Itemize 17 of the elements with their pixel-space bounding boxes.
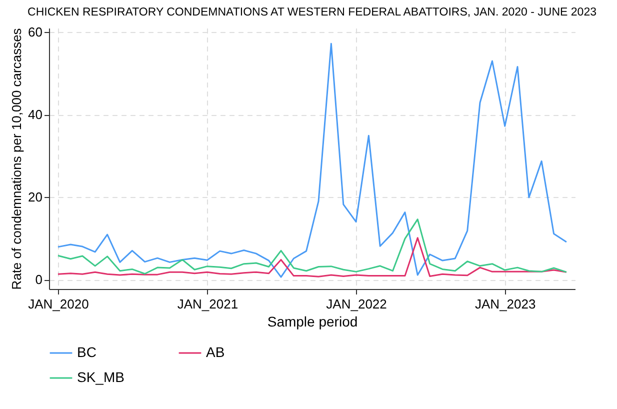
x-tick-label: JAN_2023 <box>475 296 536 312</box>
line-series <box>57 42 568 278</box>
line-series <box>57 218 568 274</box>
legend-label: SK_MB <box>77 369 124 385</box>
chart-title: CHICKEN RESPIRATORY CONDEMNATIONS AT WESTERN FEDERAL ABATTOIRS, JAN. 2020 - JUNE 2023 <box>28 6 596 19</box>
y-tick-label: 60 <box>28 24 42 40</box>
x-axis-title: Sample period <box>267 314 358 330</box>
y-axis-title: Rate of condemnations per 10,000 carcasses <box>9 28 24 290</box>
y-tick-label: 0 <box>35 272 42 288</box>
line-series <box>57 237 568 278</box>
y-tick-label: 40 <box>28 107 42 122</box>
x-tick-label: JAN_2021 <box>177 296 238 312</box>
x-tick-label: JAN_2022 <box>326 296 387 312</box>
legend-label: AB <box>206 344 225 360</box>
y-tick-label: 20 <box>28 190 42 205</box>
legend-label: BC <box>77 344 96 360</box>
x-tick-label: JAN_2020 <box>28 296 89 312</box>
